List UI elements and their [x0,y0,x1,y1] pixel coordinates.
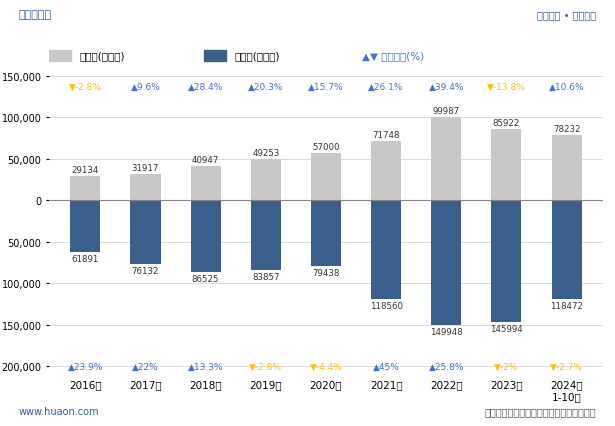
Bar [191,167,221,201]
Text: ▲22%: ▲22% [132,363,159,371]
Text: 数据来源：中国海关，华经产业研究院整理: 数据来源：中国海关，华经产业研究院整理 [485,406,597,416]
Text: ▼-13.8%: ▼-13.8% [487,82,526,91]
Bar [552,136,582,201]
Bar [311,201,341,267]
Bar [191,201,221,273]
Text: 49253: 49253 [252,149,279,158]
Text: 99987: 99987 [433,107,460,116]
Text: 149948: 149948 [430,327,462,336]
Text: 76132: 76132 [132,266,159,275]
Text: www.huaon.com: www.huaon.com [18,406,99,416]
Text: 进口额(万美元): 进口额(万美元) [235,52,280,61]
Text: ▲23.9%: ▲23.9% [68,363,103,371]
Bar [251,201,281,271]
Bar [371,141,401,201]
Text: 79438: 79438 [312,269,339,278]
Text: 145994: 145994 [490,324,523,333]
Bar [491,130,522,201]
Text: 71748: 71748 [372,130,400,139]
Text: ▲39.4%: ▲39.4% [429,82,464,91]
Text: ▲9.6%: ▲9.6% [130,82,161,91]
Text: ▼-2.7%: ▼-2.7% [550,363,583,371]
Text: 57000: 57000 [312,142,339,152]
Text: 2016-2024年10月池州市(境内目的地/货源地)进、出口额: 2016-2024年10月池州市(境内目的地/货源地)进、出口额 [159,18,456,33]
Text: ▲13.3%: ▲13.3% [188,363,223,371]
Text: ▲20.3%: ▲20.3% [248,82,284,91]
Bar [371,201,401,299]
Text: 85922: 85922 [493,118,520,127]
Text: 83857: 83857 [252,272,280,281]
Bar [130,201,161,264]
Text: 专业严谨 • 客观科学: 专业严谨 • 客观科学 [538,10,597,20]
Text: ▲10.6%: ▲10.6% [549,82,584,91]
Text: 86525: 86525 [192,275,220,284]
Bar [70,177,100,201]
Bar [431,118,461,201]
Bar [491,201,522,322]
Bar [552,201,582,299]
Text: ▲25.8%: ▲25.8% [429,363,464,371]
Text: ▼-2.8%: ▼-2.8% [249,363,282,371]
Bar [204,51,226,62]
Text: ▲28.4%: ▲28.4% [188,82,223,91]
Text: ▲15.7%: ▲15.7% [308,82,344,91]
Text: 出口额(万美元): 出口额(万美元) [80,52,125,61]
Bar [49,51,71,62]
Text: ▲45%: ▲45% [373,363,400,371]
Text: 31917: 31917 [132,163,159,172]
Text: 40947: 40947 [192,156,220,165]
Bar [431,201,461,325]
Bar [130,174,161,201]
Text: 118560: 118560 [370,301,403,310]
Text: ▼-2%: ▼-2% [494,363,518,371]
Text: 78232: 78232 [553,125,581,134]
Text: ▲▼ 同比增长(%): ▲▼ 同比增长(%) [362,52,424,61]
Text: 61891: 61891 [71,254,99,263]
Text: ▼-2.8%: ▼-2.8% [69,82,102,91]
Text: 29134: 29134 [71,166,99,175]
Bar [311,153,341,201]
Text: 118472: 118472 [550,301,583,310]
Text: 华经情报网: 华经情报网 [18,10,52,20]
Text: ▲26.1%: ▲26.1% [368,82,404,91]
Bar [251,160,281,201]
Text: ▼-4.4%: ▼-4.4% [309,363,343,371]
Bar [70,201,100,252]
